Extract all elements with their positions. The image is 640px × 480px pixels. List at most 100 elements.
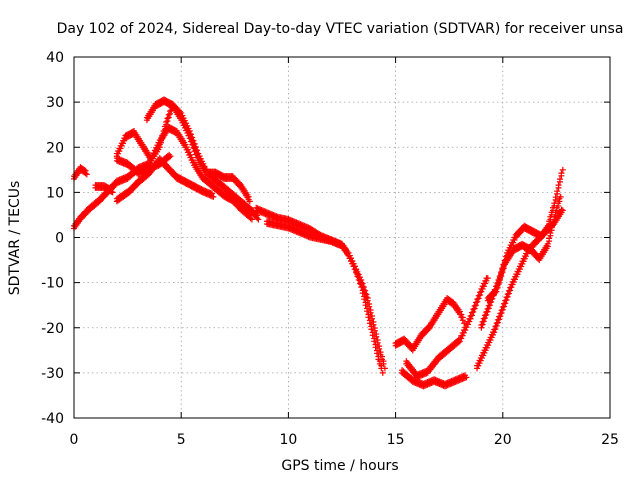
data-point [245, 193, 252, 200]
data-point [500, 262, 507, 269]
data-point [194, 151, 201, 158]
data-point [544, 240, 551, 247]
data-point [369, 329, 376, 336]
data-point [498, 270, 505, 277]
data-point [495, 278, 502, 285]
series-track-3 [92, 182, 116, 196]
data-point [470, 306, 477, 313]
data-point [365, 311, 372, 318]
data-point [499, 266, 506, 273]
y-axis-label: SDTVAR / TECUs [7, 181, 23, 296]
data-point [554, 188, 561, 195]
data-point [494, 282, 501, 289]
series-track-6 [113, 151, 174, 178]
data-point [368, 323, 375, 330]
data-point [371, 335, 378, 342]
data-marks [71, 96, 566, 390]
data-point [248, 216, 255, 223]
data-point [350, 260, 357, 267]
data-point [474, 296, 481, 303]
data-point [471, 302, 478, 309]
data-point [167, 108, 174, 115]
x-tick-label: 15 [387, 432, 405, 448]
data-point [556, 176, 563, 183]
y-tick-label: 30 [46, 95, 64, 111]
data-point [372, 341, 379, 348]
y-tick-label: 20 [46, 140, 64, 156]
series-track-12 [399, 367, 470, 390]
data-point [346, 252, 353, 259]
data-point [378, 362, 385, 369]
data-point [557, 193, 564, 200]
data-point [191, 145, 198, 152]
data-point [374, 337, 381, 344]
y-tick-label: 0 [55, 231, 64, 247]
data-point [353, 266, 360, 273]
y-tick-label: 10 [46, 185, 64, 201]
y-tick-label: -20 [41, 321, 64, 337]
data-point [552, 194, 559, 201]
series-track-4 [113, 155, 217, 205]
data-point [497, 274, 504, 281]
data-point [351, 263, 358, 270]
data-point [376, 343, 383, 350]
data-point [354, 270, 361, 277]
plot-frame [73, 56, 611, 419]
data-point [558, 170, 565, 177]
data-point [189, 138, 196, 145]
data-point [246, 211, 253, 218]
data-point [349, 257, 356, 264]
data-point [475, 292, 482, 299]
data-point [559, 166, 566, 173]
x-axis-label: GPS time / hours [281, 458, 398, 474]
series-track-11 [403, 275, 491, 381]
data-point [558, 206, 565, 213]
data-point [364, 294, 371, 301]
y-tick-label: -30 [41, 366, 64, 382]
data-point [468, 309, 475, 316]
data-point [163, 118, 170, 125]
data-point [210, 193, 217, 200]
data-point [555, 182, 562, 189]
data-point [237, 180, 244, 187]
x-tick-label: 0 [70, 432, 79, 448]
data-point [83, 171, 90, 178]
data-point [367, 307, 374, 314]
chart-title: Day 102 of 2024, Sidereal Day-to-day VTE… [57, 21, 624, 37]
data-point [376, 358, 383, 365]
data-point [362, 299, 369, 306]
data-point [82, 167, 89, 174]
data-point [484, 275, 491, 282]
data-point [186, 132, 193, 139]
data-point [255, 216, 262, 223]
y-tick-label: -10 [41, 276, 64, 292]
x-tick-label: 20 [494, 432, 512, 448]
data-point [364, 305, 371, 312]
data-point [459, 314, 466, 321]
series-track-15 [484, 193, 564, 304]
data-point [373, 331, 380, 338]
data-point [188, 135, 195, 142]
data-point [473, 299, 479, 306]
data-point [361, 293, 368, 300]
data-point [359, 287, 366, 294]
data-point [192, 148, 199, 155]
data-point [358, 281, 365, 288]
series-track-8 [253, 204, 388, 372]
data-point [559, 207, 566, 214]
data-point [377, 349, 384, 356]
y-tick-label: 40 [46, 50, 64, 66]
data-point [379, 369, 386, 376]
data-point [467, 313, 474, 320]
axis-ticks: 0 5 10 15 20 25 -40 -30 -20 -10 0 10 20 30 40 [41, 50, 619, 448]
data-point [345, 249, 352, 256]
data-point [371, 325, 378, 332]
data-point [357, 277, 364, 284]
grid-lines [74, 57, 610, 418]
data-point [546, 235, 553, 242]
data-point [366, 300, 373, 307]
data-point [375, 353, 382, 360]
x-tick-label: 25 [601, 432, 619, 448]
series-track-10 [392, 294, 468, 354]
series-track-5 [113, 123, 255, 223]
